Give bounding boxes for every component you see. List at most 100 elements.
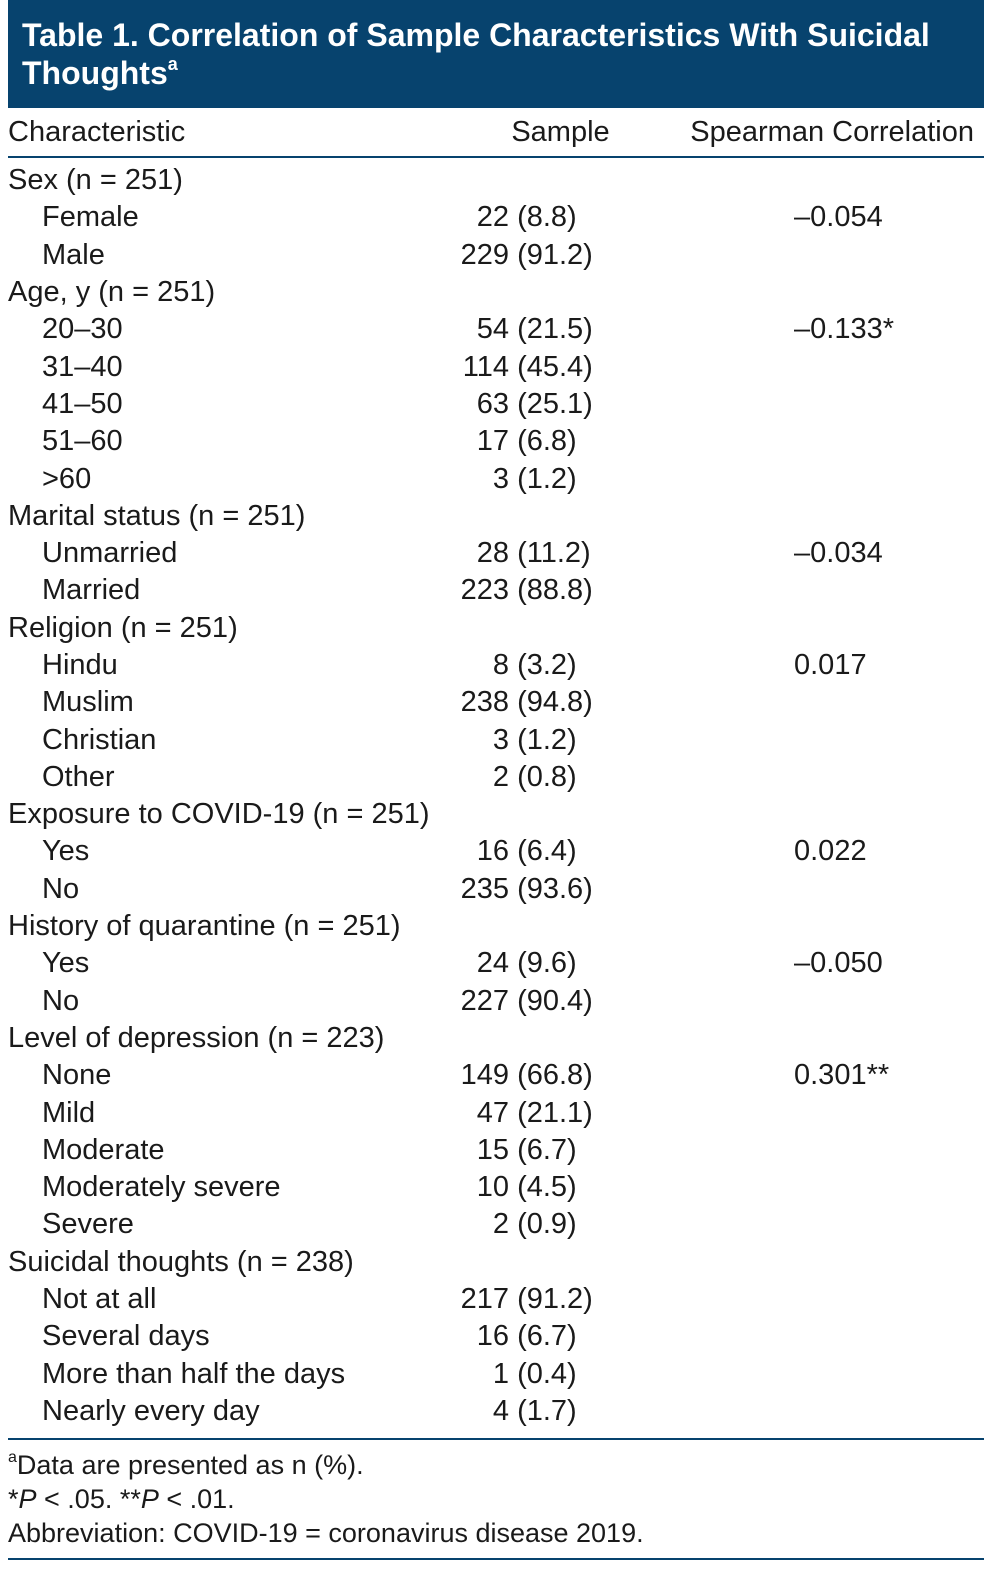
row-sample: 4 (1.7) — [448, 1395, 648, 1428]
row-label: Marital status (n = 251) — [8, 499, 306, 532]
table-row: None 149 (66.8) 0.301** — [8, 1057, 984, 1094]
table-row: No 235 (93.6) — [8, 871, 984, 908]
row-correlation — [648, 686, 984, 719]
sample-value: 3 (1.2) — [448, 463, 623, 496]
row-sample: 238 (94.8) — [448, 686, 648, 719]
sample-count: 16 — [476, 1320, 509, 1353]
table-row: Several days 16 (6.7) — [8, 1318, 984, 1355]
sample-spacer — [509, 351, 517, 383]
row-sample: 3 (1.2) — [448, 463, 648, 496]
sample-count: 229 — [460, 238, 509, 271]
correlation-value: –0.054 — [794, 201, 883, 234]
table-body: Sex (n = 251) Female 22 (8.8) –0.054 Male 229… — [8, 158, 984, 1430]
row-label: Not at all — [42, 1283, 157, 1316]
row-sample: 24 (9.6) — [448, 947, 648, 980]
sample-value: 227 (90.4) — [448, 985, 623, 1018]
row-sample: 8 (3.2) — [448, 649, 648, 682]
sample-value — [448, 500, 623, 533]
table-header-row: Characteristic Sample Spearman Correlati… — [8, 108, 984, 158]
row-correlation — [648, 276, 984, 309]
table-group-row: Suicidal thoughts (n = 238) — [8, 1244, 984, 1281]
sample-percent: (91.2) — [517, 238, 593, 271]
sample-count: 114 — [462, 350, 509, 383]
table-row: 31–40 114 (45.4) — [8, 348, 984, 385]
row-label: Other — [42, 760, 115, 793]
sample-value: 217 (91.2) — [448, 1283, 623, 1316]
row-label: History of quarantine (n = 251) — [8, 910, 401, 943]
row-sample: 54 (21.5) — [448, 313, 648, 346]
row-sample: 227 (90.4) — [448, 985, 648, 1018]
header-characteristic: Characteristic — [8, 115, 186, 148]
row-sample: 223 (88.8) — [448, 574, 648, 607]
sample-spacer — [509, 686, 517, 718]
row-correlation — [648, 164, 984, 197]
sample-count: 28 — [476, 537, 509, 570]
row-sample: 47 (21.1) — [448, 1097, 648, 1130]
sample-value: 2 (0.9) — [448, 1208, 623, 1241]
row-label: >60 — [42, 462, 92, 495]
correlation-value: 0.022 — [794, 835, 867, 868]
table-group-row: Religion (n = 251) — [8, 610, 984, 647]
row-sample — [448, 500, 648, 533]
sample-value: 15 (6.7) — [448, 1134, 623, 1167]
sample-value: 16 (6.7) — [448, 1320, 623, 1353]
row-label: Several days — [42, 1320, 210, 1353]
sample-spacer — [509, 947, 517, 979]
row-sample — [448, 1022, 648, 1055]
table-group-row: Age, y (n = 251) — [8, 274, 984, 311]
sample-value: 229 (91.2) — [448, 239, 623, 272]
sample-count: 22 — [476, 201, 509, 234]
correlation-value: 0.017 — [794, 649, 867, 681]
row-sample: 10 (4.5) — [448, 1171, 648, 1204]
row-correlation — [648, 724, 984, 757]
row-sample — [448, 164, 648, 197]
row-correlation: –0.054 — [648, 201, 984, 234]
row-correlation — [648, 351, 984, 384]
sample-count: 3 — [492, 723, 509, 756]
table-row: Moderately severe 10 (4.5) — [8, 1169, 984, 1206]
row-sample: 229 (91.2) — [448, 239, 648, 272]
table-group-row: Sex (n = 251) — [8, 162, 984, 199]
sample-count: 238 — [460, 686, 509, 719]
sample-percent: (3.2) — [517, 649, 577, 681]
sample-value: 2 (0.8) — [448, 761, 623, 794]
sample-count: 223 — [460, 574, 509, 607]
row-sample: 1 (0.4) — [448, 1358, 648, 1391]
row-sample — [448, 1246, 648, 1279]
row-label: Nearly every day — [42, 1394, 260, 1427]
title-footnote-marker: a — [167, 54, 178, 74]
sample-spacer — [509, 835, 517, 867]
sample-spacer — [509, 1059, 517, 1091]
sig-1-p: P — [18, 1484, 37, 1515]
sample-spacer — [509, 1283, 517, 1315]
sample-value: 114 (45.4) — [448, 351, 623, 384]
row-label: Hindu — [42, 649, 118, 681]
table-row: No 227 (90.4) — [8, 983, 984, 1020]
sample-count: 4 — [492, 1394, 509, 1427]
header-spearman-correlation: Spearman Correlation — [690, 115, 974, 148]
row-correlation: –0.034 — [648, 537, 984, 570]
row-correlation: –0.133* — [648, 313, 984, 346]
row-sample: 3 (1.2) — [448, 724, 648, 757]
sample-percent: (21.5) — [517, 313, 593, 346]
table-bottom-rule — [8, 1558, 984, 1561]
row-correlation: 0.017 — [648, 649, 984, 682]
sample-count: 16 — [476, 835, 509, 868]
footnote-significance: *P < .05. **P < .01. — [8, 1482, 984, 1516]
table-row: Mild 47 (21.1) — [8, 1094, 984, 1131]
sig-2-p: P — [140, 1484, 159, 1515]
row-label: 41–50 — [42, 387, 123, 420]
row-label: Married — [42, 574, 141, 607]
row-correlation — [648, 425, 984, 458]
row-sample: 2 (0.9) — [448, 1208, 648, 1241]
table-row: 41–50 63 (25.1) — [8, 386, 984, 423]
row-label: Severe — [42, 1208, 134, 1241]
sample-percent: (94.8) — [517, 686, 593, 719]
row-correlation — [648, 239, 984, 272]
row-sample — [448, 612, 648, 645]
sample-spacer — [509, 1134, 517, 1166]
sample-percent: (4.5) — [517, 1171, 577, 1204]
table-row: Unmarried 28 (11.2) –0.034 — [8, 535, 984, 572]
sample-value — [448, 798, 623, 831]
sample-value — [448, 1246, 623, 1279]
